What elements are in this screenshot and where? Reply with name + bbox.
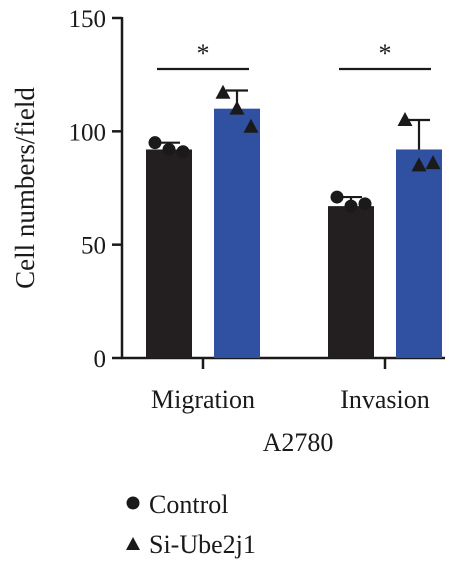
y-axis-label: Cell numbers/field [10, 87, 40, 289]
point-si-ube2j1-invasion-3 [425, 155, 441, 170]
y-tick-label-150: 150 [69, 6, 107, 33]
significance-markers: * * [157, 39, 431, 71]
error-bars [158, 89, 430, 207]
point-si-ube2j1-migration-1 [215, 84, 231, 99]
point-control-migration-1 [148, 136, 162, 150]
data-points [148, 84, 441, 213]
legend: Control Si-Ube2j1 [126, 490, 256, 559]
axes: 0 50 100 150 Migration Invasion [69, 6, 445, 414]
significance-label-migration: * [197, 39, 210, 68]
y-tick-label-50: 50 [81, 233, 106, 260]
point-control-invasion-1 [330, 190, 344, 204]
y-tick-label-0: 0 [94, 346, 107, 373]
bar-si-ube2j1-invasion [396, 149, 442, 358]
significance-label-invasion: * [379, 39, 392, 68]
bar-si-ube2j1-migration [214, 108, 260, 359]
point-si-ube2j1-migration-3 [243, 118, 259, 133]
y-tick-label-100: 100 [69, 119, 107, 146]
x-tick-label-migration: Migration [151, 385, 255, 414]
point-si-ube2j1-invasion-2 [411, 157, 427, 172]
point-control-invasion-3 [358, 197, 372, 211]
legend-circle-marker [126, 496, 140, 510]
bar-control-migration [146, 149, 192, 358]
x-tick-label-invasion: Invasion [340, 385, 430, 414]
x-axis-label: A2780 [263, 428, 334, 457]
legend-label-si-ube2j1: Si-Ube2j1 [149, 530, 256, 559]
legend-label-control: Control [149, 490, 228, 519]
bar-control-invasion [328, 206, 374, 358]
point-si-ube2j1-invasion-1 [397, 112, 413, 126]
legend-triangle-marker [126, 537, 140, 550]
point-control-migration-3 [176, 145, 190, 159]
bars [146, 108, 442, 359]
